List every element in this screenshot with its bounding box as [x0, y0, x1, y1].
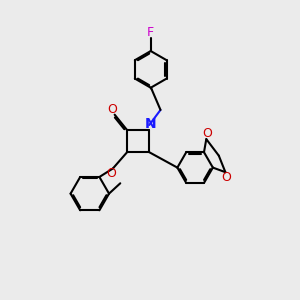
Text: O: O	[221, 171, 231, 184]
Text: O: O	[106, 167, 116, 180]
Text: N: N	[144, 116, 156, 130]
Text: O: O	[202, 127, 212, 140]
Text: F: F	[147, 26, 154, 39]
Text: O: O	[108, 103, 118, 116]
